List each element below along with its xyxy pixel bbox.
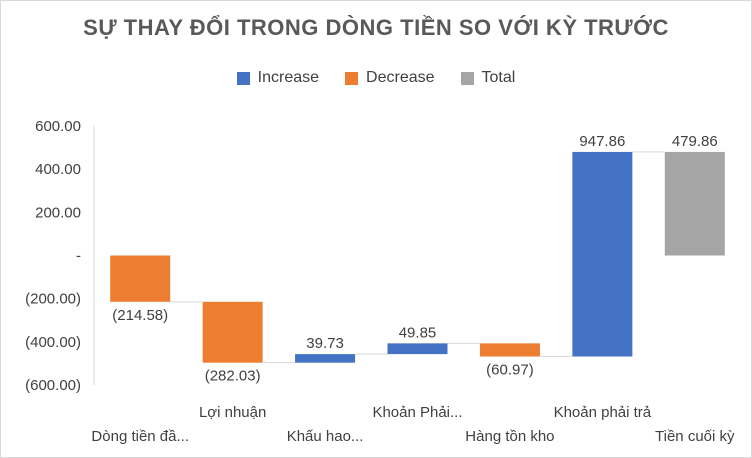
legend-item-total: Total <box>460 69 516 87</box>
x-category-label: Lợi nhuận <box>199 404 266 421</box>
data-label: (60.97) <box>486 362 534 379</box>
legend-item-decrease: Decrease <box>345 69 435 87</box>
legend-label-decrease: Decrease <box>366 69 435 86</box>
bar-total <box>664 151 725 256</box>
chart-legend: Increase Decrease Total <box>1 69 751 87</box>
x-category-label: Tiền cuối kỳ <box>655 428 735 445</box>
bar-increase <box>295 354 356 363</box>
data-label: 39.73 <box>306 335 344 352</box>
y-tick-label: 200.00 <box>35 204 81 221</box>
x-category-label: Hàng tồn kho <box>465 428 554 445</box>
x-category-label: Khấu hao... <box>287 428 364 445</box>
data-label: 49.85 <box>399 324 437 341</box>
legend-swatch-total <box>460 71 474 85</box>
x-category-label: Khoản phải trả <box>554 404 652 421</box>
data-label: 479.86 <box>672 133 718 150</box>
bar-decrease <box>479 343 540 357</box>
chart-title: SỰ THAY ĐỔI TRONG DÒNG TIỀN SO VỚI KỲ TR… <box>83 15 669 40</box>
y-tick-label: (600.00) <box>25 377 81 394</box>
x-category-label: Dòng tiền đầ... <box>91 428 189 445</box>
bar-decrease <box>110 255 171 302</box>
bar-increase <box>387 343 448 355</box>
y-tick-label: (400.00) <box>25 334 81 351</box>
legend-swatch-increase <box>236 71 250 85</box>
x-category-label: Khoản Phải... <box>372 404 462 421</box>
legend-label-increase: Increase <box>257 69 320 86</box>
y-tick-label: - <box>76 248 81 265</box>
legend-swatch-decrease <box>345 71 359 85</box>
data-label: (282.03) <box>205 368 261 385</box>
y-tick-label: 600.00 <box>35 118 81 135</box>
bar-increase <box>572 151 633 357</box>
y-tick-label: (200.00) <box>25 291 81 308</box>
data-label: (214.58) <box>112 307 168 324</box>
legend-label-total: Total <box>481 69 516 86</box>
legend-item-increase: Increase <box>236 69 320 87</box>
bar-decrease <box>202 301 263 363</box>
y-tick-label: 400.00 <box>35 161 81 178</box>
data-label: 947.86 <box>579 133 625 150</box>
